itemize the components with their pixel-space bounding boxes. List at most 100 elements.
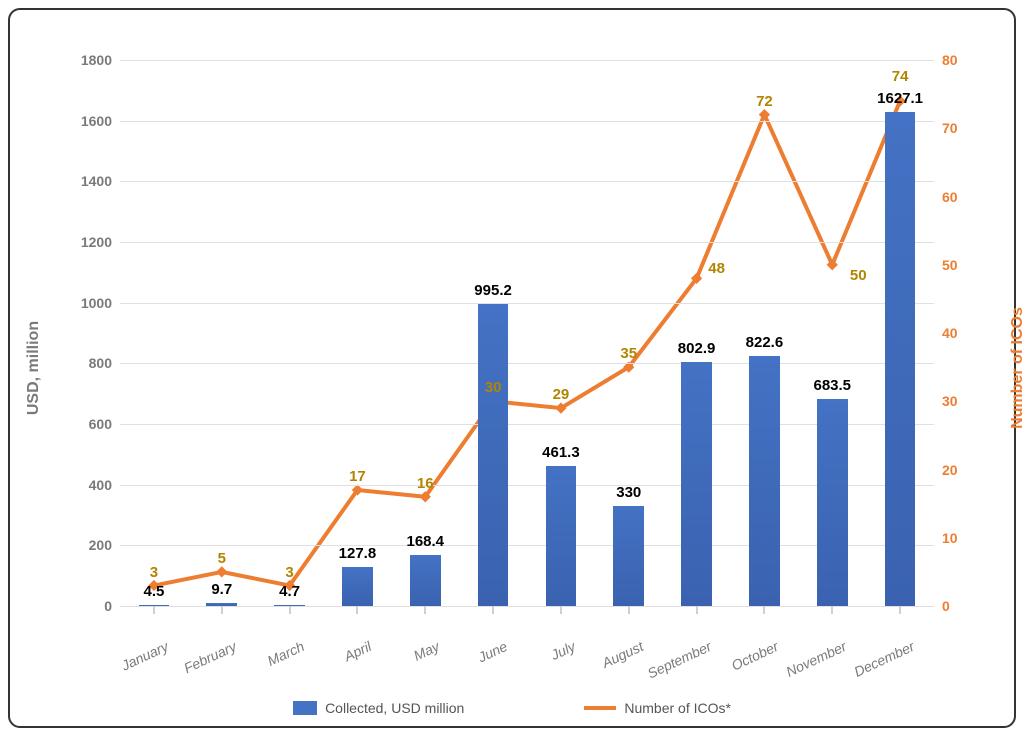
bar — [681, 362, 712, 606]
x-tick — [628, 606, 630, 614]
line-value-label: 72 — [756, 93, 773, 110]
bar — [410, 555, 441, 606]
gridline — [120, 424, 934, 425]
line-marker — [216, 566, 227, 577]
y1-tick-label: 1800 — [81, 52, 112, 68]
line-value-label: 5 — [218, 550, 226, 567]
x-tick — [221, 606, 223, 614]
x-axis-label: May — [372, 638, 442, 682]
y2-tick-label: 80 — [942, 52, 958, 68]
gridline — [120, 606, 934, 607]
x-tick — [696, 606, 698, 614]
x-tick — [831, 606, 833, 614]
gridline — [120, 485, 934, 486]
x-axis-label: November — [779, 638, 849, 682]
x-tick — [356, 606, 358, 614]
x-axis-label: February — [168, 638, 238, 682]
x-axis-label: September — [643, 638, 713, 682]
bar — [342, 567, 373, 606]
line-value-label: 3 — [150, 564, 158, 581]
legend-label-bars: Collected, USD million — [325, 700, 464, 716]
legend: Collected, USD million Number of ICOs* — [10, 700, 1014, 716]
line-value-label: 74 — [892, 68, 909, 85]
legend-item-line: Number of ICOs* — [584, 700, 731, 716]
line-value-label: 48 — [708, 260, 725, 277]
bar-value-label: 127.8 — [339, 545, 377, 562]
y1-tick-label: 600 — [89, 416, 112, 432]
legend-label-line: Number of ICOs* — [624, 700, 731, 716]
y2-tick-label: 30 — [942, 393, 958, 409]
bar-value-label: 168.4 — [406, 533, 444, 550]
x-axis-label: July — [507, 638, 577, 682]
y2-axis-title: Number of ICOs — [1009, 307, 1024, 429]
bar-value-label: 1627.1 — [877, 90, 923, 107]
line-value-label: 16 — [417, 475, 434, 492]
legend-swatch-line — [584, 706, 616, 710]
y1-tick-label: 1400 — [81, 173, 112, 189]
gridline — [120, 242, 934, 243]
bar — [817, 399, 848, 606]
y1-tick-label: 1200 — [81, 234, 112, 250]
x-tick — [899, 606, 901, 614]
bar-value-label: 802.9 — [678, 340, 716, 357]
x-axis-label: March — [236, 638, 306, 682]
x-axis-label: October — [711, 638, 781, 682]
line-value-label: 29 — [553, 386, 570, 403]
plot-area: 0200400600800100012001400160018000102030… — [120, 60, 934, 606]
y1-tick-label: 400 — [89, 477, 112, 493]
y1-tick-label: 1600 — [81, 113, 112, 129]
x-tick — [153, 606, 155, 614]
y2-tick-label: 40 — [942, 325, 958, 341]
line-value-label: 50 — [850, 267, 867, 284]
gridline — [120, 303, 934, 304]
y1-tick-label: 0 — [104, 598, 112, 614]
bar-value-label: 4.7 — [279, 583, 300, 600]
bar-value-label: 330 — [616, 484, 641, 501]
gridline — [120, 181, 934, 182]
x-axis-label: August — [575, 638, 645, 682]
y2-tick-label: 50 — [942, 257, 958, 273]
gridline — [120, 60, 934, 61]
x-axis-label: January — [100, 638, 170, 682]
bar-value-label: 461.3 — [542, 444, 580, 461]
line-value-label: 17 — [349, 468, 366, 485]
line-value-label: 3 — [285, 564, 293, 581]
bar-value-label: 9.7 — [211, 581, 232, 598]
line-value-label: 30 — [485, 379, 502, 396]
bar-value-label: 4.5 — [143, 583, 164, 600]
gridline — [120, 545, 934, 546]
bar — [478, 304, 509, 606]
bar — [274, 605, 305, 606]
bar — [206, 603, 237, 606]
bar — [749, 356, 780, 606]
x-tick — [289, 606, 291, 614]
y2-tick-label: 20 — [942, 462, 958, 478]
gridline — [120, 121, 934, 122]
y2-tick-label: 60 — [942, 189, 958, 205]
bar — [139, 605, 170, 606]
y1-tick-label: 800 — [89, 355, 112, 371]
x-tick — [763, 606, 765, 614]
y2-tick-label: 70 — [942, 120, 958, 136]
bar-value-label: 822.6 — [746, 334, 784, 351]
line-series — [120, 60, 934, 606]
line-path — [154, 101, 900, 586]
gridline — [120, 363, 934, 364]
bar — [613, 506, 644, 606]
x-axis-label: June — [440, 638, 510, 682]
bar-value-label: 995.2 — [474, 282, 512, 299]
bar — [546, 466, 577, 606]
chart-container: USD, million Number of ICOs 020040060080… — [8, 8, 1016, 728]
y2-tick-label: 10 — [942, 530, 958, 546]
legend-item-bars: Collected, USD million — [293, 700, 464, 716]
legend-swatch-bar — [293, 701, 317, 715]
x-tick — [424, 606, 426, 614]
x-axis-label: April — [304, 638, 374, 682]
y2-tick-label: 0 — [942, 598, 950, 614]
bar-value-label: 683.5 — [813, 377, 851, 394]
y1-tick-label: 200 — [89, 537, 112, 553]
x-tick — [560, 606, 562, 614]
y1-axis-title: USD, million — [25, 321, 43, 415]
y1-tick-label: 1000 — [81, 295, 112, 311]
x-axis-label: December — [847, 638, 917, 682]
